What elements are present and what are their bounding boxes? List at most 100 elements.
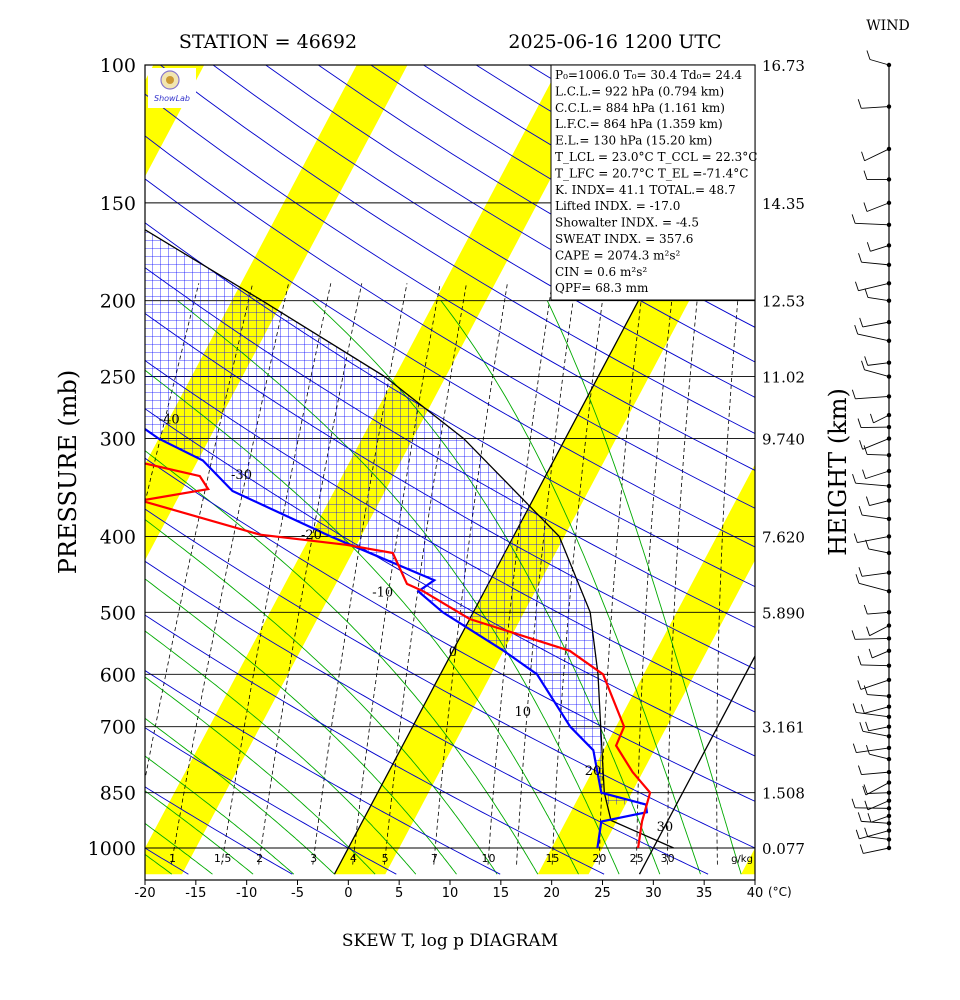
temperature-tick-labels: -20 -15 -10 -5 0 5 10 15 20 25 30 35 40 (°C) — [134, 880, 792, 901]
moist-adiabat — [546, 300, 742, 875]
stats-line: L.C.L.= 922 hPa (0.794 km) — [555, 84, 724, 98]
wind-barb — [859, 830, 890, 840]
datetime-label: 2025-06-16 1200 UTC — [508, 31, 721, 53]
moist-adiabat — [145, 518, 498, 875]
dry-adiabat — [212, 65, 755, 398]
height-tick-label: 11.02 — [762, 369, 805, 387]
wind-barb — [867, 297, 890, 302]
wind-barb-feather — [864, 288, 869, 298]
stats-line: K. INDX= 41.1 TOTAL.= 48.7 — [555, 183, 736, 197]
isotherm-label: 10 — [514, 705, 531, 720]
wind-level-dot — [886, 394, 892, 399]
wind-barb — [862, 321, 890, 328]
stats-line: E.L.= 130 hPa (15.20 km) — [555, 134, 712, 148]
height-tick-label: 14.35 — [762, 195, 805, 213]
x-tick-label: -20 — [134, 886, 155, 901]
wind-profile — [851, 50, 892, 854]
height-tick-label: 5.890 — [762, 604, 805, 622]
mixing-ratio-line — [221, 283, 332, 865]
cape-area — [145, 229, 646, 805]
wind-barb — [864, 148, 890, 162]
mixing-ratio-unit: g/kg — [731, 854, 753, 865]
x-tick-label: -5 — [291, 886, 304, 901]
moist-adiabat — [145, 676, 376, 875]
dry-adiabat — [145, 560, 709, 875]
wind-barb-feather — [859, 844, 864, 854]
wind-barb-feather — [863, 685, 868, 695]
pressure-tick-label: 250 — [100, 367, 136, 389]
wind-barb — [861, 820, 890, 824]
wind-barb-feather — [868, 648, 873, 659]
isotherm-label: -40 — [159, 413, 180, 428]
diagram-title: SKEW T, log p DIAGRAM — [342, 931, 558, 951]
isotherm-label: -20 — [301, 528, 322, 543]
stats-line: L.F.C.= 864 hPa (1.359 km) — [555, 117, 723, 131]
wind-barb-feather — [865, 496, 870, 506]
mixing-ratio-line — [598, 283, 644, 865]
wind-barb-feather — [862, 469, 866, 479]
wind-barb-feather — [867, 813, 872, 823]
stats-line: P₀=1006.0 T₀= 30.4 Td₀= 24.4 — [555, 68, 742, 82]
x-tick-label: 30 — [645, 886, 662, 901]
y2-axis-title: HEIGHT (km) — [824, 388, 852, 556]
mixing-ratio-label: 7 — [431, 852, 438, 865]
wind-barb — [869, 59, 890, 66]
wind-barb-feather — [866, 50, 871, 60]
dry-adiabat — [145, 727, 397, 875]
x-tick-label: 10 — [442, 886, 459, 901]
wind-barb-feather — [866, 626, 870, 636]
wind-barb-feather — [858, 505, 863, 516]
temperature-line — [145, 462, 652, 849]
wind-barb-feather — [857, 812, 862, 822]
wind-barb-feather — [857, 99, 862, 109]
isotherm-band — [945, 48, 960, 875]
pressure-tick-label: 400 — [100, 526, 136, 548]
mixing-ratio-line — [667, 283, 700, 865]
height-tick-labels: 16.73 14.35 12.53 11.02 9.740 7.620 5.890 3.161… — [762, 57, 805, 858]
wind-barb-feather — [855, 829, 860, 839]
stats-line: QPF= 68.3 mm — [555, 281, 649, 295]
wind-barb — [870, 245, 890, 252]
height-tick-label: 16.73 — [762, 57, 805, 75]
isotherm-band — [0, 48, 10, 875]
moist-adiabat — [440, 300, 701, 875]
wind-barb-feather — [851, 214, 856, 224]
isotherm-label: -50 — [91, 350, 112, 365]
wind-level-dot — [886, 360, 892, 365]
wind-barb-feather — [863, 170, 868, 180]
mixing-ratio-label: 3 — [310, 852, 317, 865]
moist-adiabat — [145, 790, 254, 875]
wind-barb — [864, 369, 890, 378]
wind-barb-feather — [857, 655, 862, 666]
wind-barb-feather — [851, 798, 856, 808]
wind-barb — [861, 664, 890, 667]
height-tick-label: 7.620 — [762, 528, 805, 546]
x-tick-label: 35 — [696, 886, 713, 901]
isotherm-band — [741, 847, 755, 875]
x-tick-label: 5 — [395, 886, 403, 901]
wind-barb-feather — [863, 202, 868, 212]
parcel-line — [145, 229, 674, 849]
dry-adiabat — [145, 178, 755, 548]
wind-barb-feather — [857, 680, 862, 690]
wind-barb — [861, 261, 890, 266]
x-tick-label: 25 — [594, 886, 611, 901]
y-axis-title: PRESSURE (mb) — [54, 370, 82, 575]
dry-adiabat — [145, 508, 755, 849]
pressure-tick-label: 150 — [100, 193, 136, 215]
wind-barb-feather — [866, 242, 871, 252]
wind-barb-feather — [858, 253, 862, 263]
wind-barb-feather — [859, 317, 864, 328]
mixing-ratio-label: 1.5 — [214, 852, 232, 865]
wind-barb-feather — [864, 827, 869, 837]
pressure-tick-label: 1000 — [88, 838, 136, 860]
wind-barb — [871, 650, 890, 659]
wind-barb-feather — [855, 574, 860, 584]
wind-barb — [861, 572, 890, 577]
mixing-ratio-label: 20 — [592, 852, 606, 865]
wind-barb — [867, 792, 890, 794]
wind-barb — [855, 222, 890, 226]
wind-barb — [867, 836, 890, 840]
